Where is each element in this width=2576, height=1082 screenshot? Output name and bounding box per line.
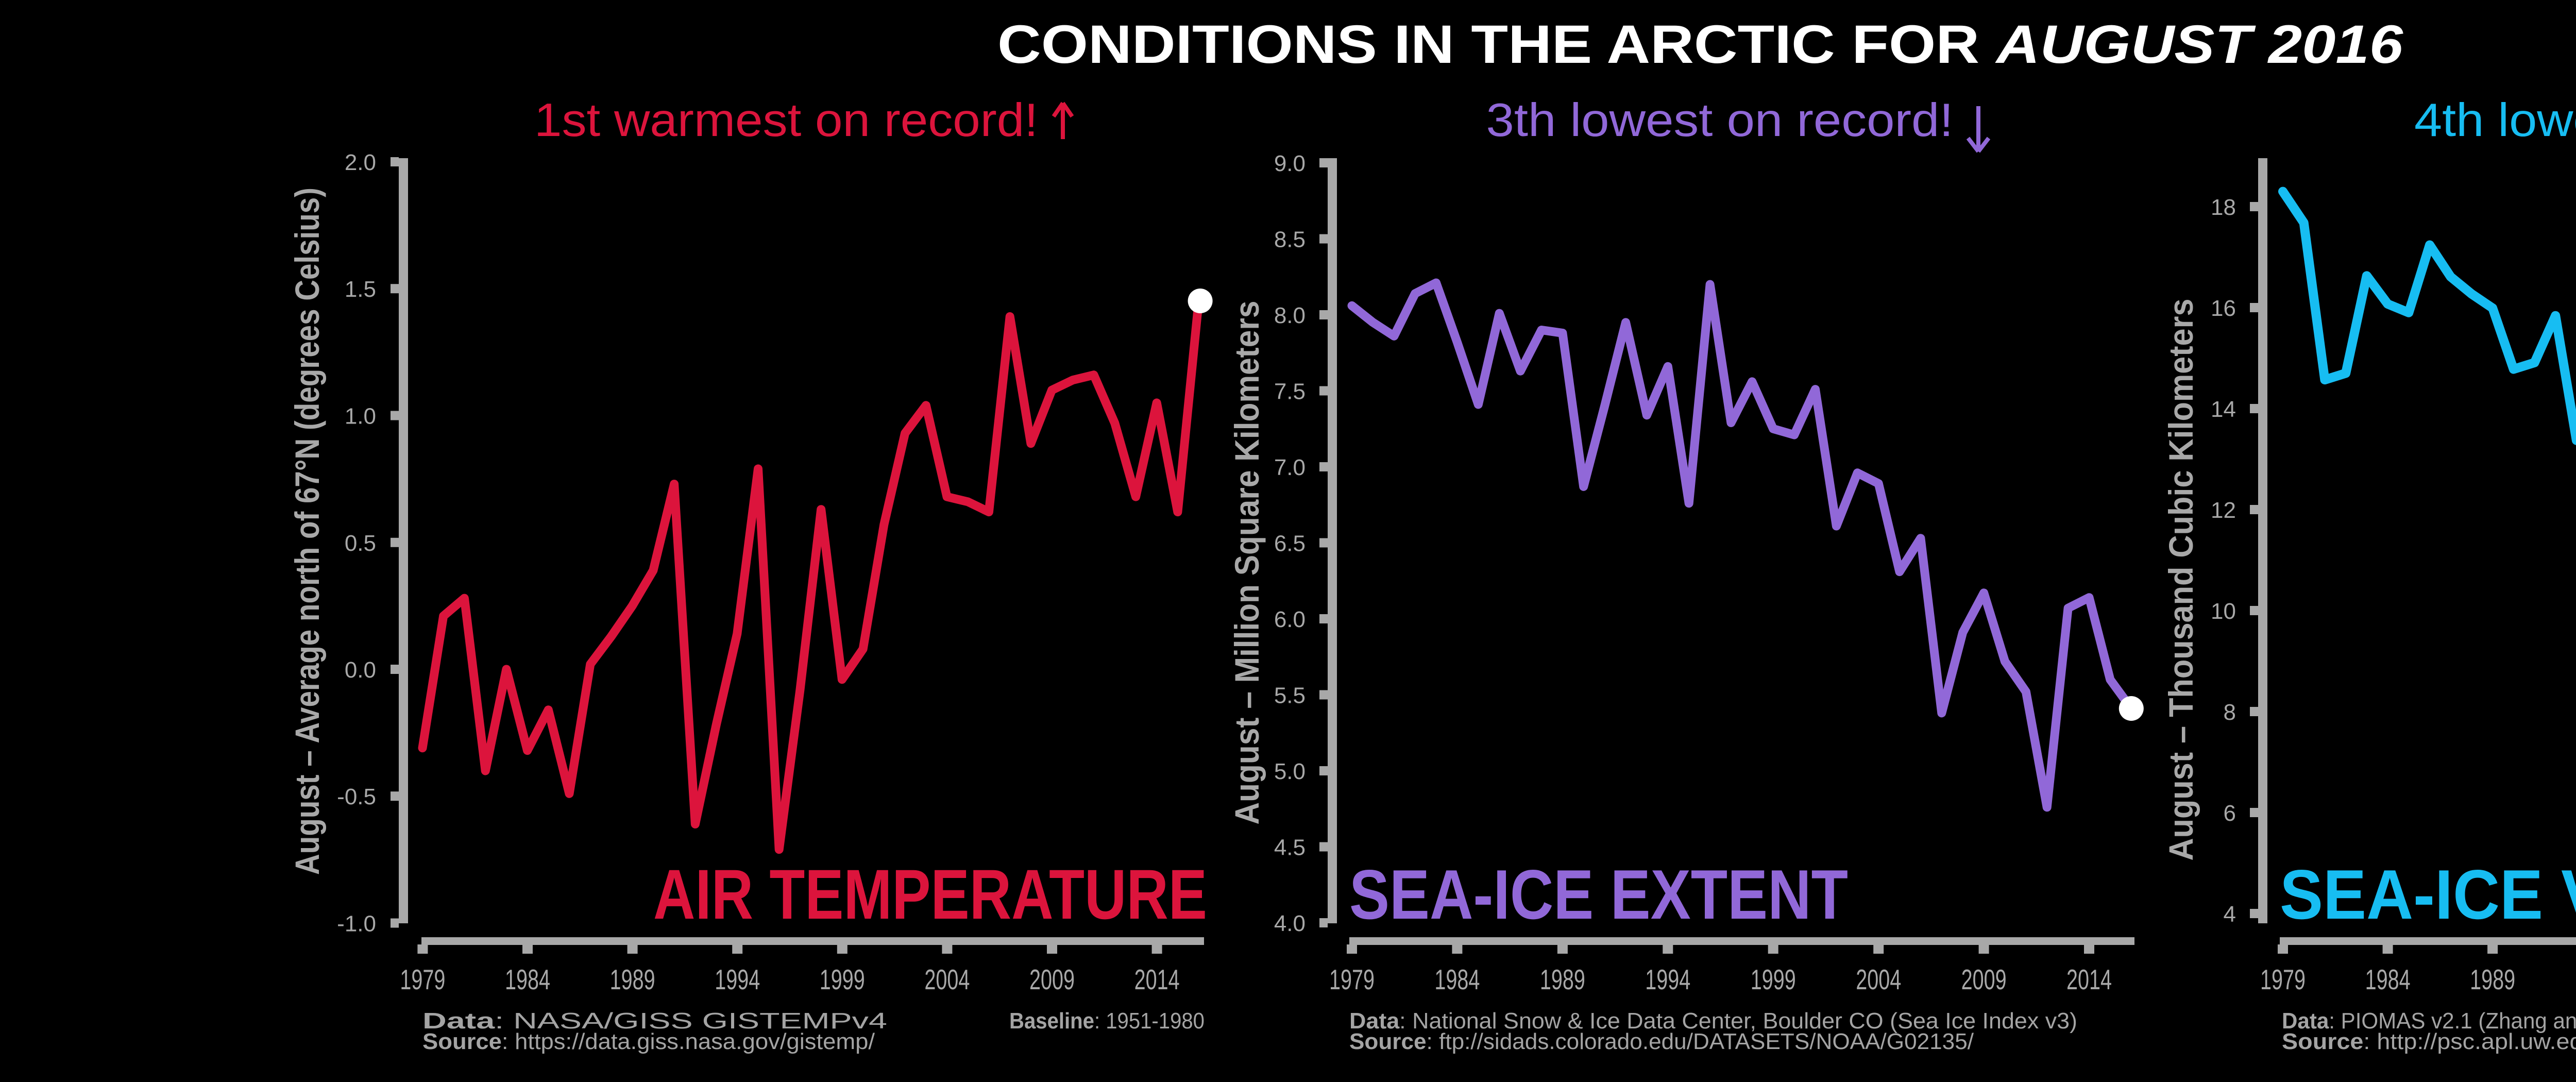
svg-text:2014: 2014 (1134, 963, 1180, 995)
svg-text:1.5: 1.5 (345, 277, 376, 302)
svg-text:8.5: 8.5 (1274, 227, 1306, 252)
svg-text:August – Million Square Kilome: August – Million Square Kilometers (1228, 301, 1266, 825)
svg-text:1989: 1989 (2470, 963, 2515, 995)
svg-text:1979: 1979 (400, 963, 445, 995)
svg-text:SEA-ICE EXTENT: SEA-ICE EXTENT (1349, 855, 1848, 934)
svg-text:SEA-ICE VOLUME: SEA-ICE VOLUME (2280, 855, 2576, 934)
svg-text:Source: https://data.giss.nasa: Source: https://data.giss.nasa.gov/giste… (422, 1029, 875, 1054)
svg-text:-1.0: -1.0 (337, 911, 376, 937)
svg-text:Data: NASA/GISS GISTEMPv4: Data: NASA/GISS GISTEMPv4 (422, 1008, 887, 1034)
svg-text:16: 16 (2211, 296, 2236, 321)
svg-text:1999: 1999 (1751, 963, 1796, 995)
svg-text:8: 8 (2224, 700, 2236, 725)
svg-text:1999: 1999 (820, 963, 865, 995)
svg-text:2009: 2009 (1961, 963, 2007, 995)
svg-text:4.5: 4.5 (1274, 835, 1306, 860)
svg-text:1984: 1984 (1434, 963, 1480, 995)
svg-text:1984: 1984 (2365, 963, 2411, 995)
svg-text:0.5: 0.5 (345, 531, 376, 556)
svg-text:1984: 1984 (505, 963, 550, 995)
svg-text:1994: 1994 (2575, 963, 2576, 995)
svg-text:2.0: 2.0 (345, 150, 376, 175)
svg-text:2014: 2014 (2066, 963, 2112, 995)
svg-text:1979: 1979 (2260, 963, 2306, 995)
svg-text:Source: ftp://sidads.colorado.: Source: ftp://sidads.colorado.edu/DATASE… (1349, 1029, 1974, 1054)
svg-text:1994: 1994 (715, 963, 760, 995)
svg-text:4: 4 (2224, 902, 2236, 927)
svg-text:9.0: 9.0 (1274, 151, 1306, 176)
svg-text:7.0: 7.0 (1274, 455, 1306, 480)
svg-text:8.0: 8.0 (1274, 303, 1306, 328)
svg-text:4.0: 4.0 (1274, 911, 1306, 936)
svg-text:AIR TEMPERATURE: AIR TEMPERATURE (653, 855, 1207, 934)
svg-text:4th lowest on record!: 4th lowest on record! (2414, 94, 2576, 146)
svg-text:1979: 1979 (1329, 963, 1375, 995)
svg-text:Data: National Snow & Ice Data: Data: National Snow & Ice Data Center, B… (1349, 1008, 2077, 1034)
svg-text:2004: 2004 (1856, 963, 1901, 995)
svg-text:August – Thousand Cubic Kilome: August – Thousand Cubic Kilometers (2162, 299, 2200, 861)
svg-text:Data: PIOMAS v2.1 (Zhang and R: Data: PIOMAS v2.1 (Zhang and Rothrock, 2… (2282, 1008, 2576, 1034)
svg-text:12: 12 (2211, 498, 2236, 523)
svg-text:2004: 2004 (924, 963, 970, 995)
svg-text:6.0: 6.0 (1274, 607, 1306, 632)
svg-text:1994: 1994 (1645, 963, 1690, 995)
svg-text:6: 6 (2224, 801, 2236, 826)
svg-text:7.5: 7.5 (1274, 379, 1306, 404)
svg-text:1989: 1989 (610, 963, 655, 995)
svg-text:18: 18 (2211, 195, 2236, 220)
svg-text:Source: http://psc.apl.uw.edu/: Source: http://psc.apl.uw.edu/research/p… (2282, 1029, 2576, 1054)
svg-text:3th lowest on record!: 3th lowest on record! (1486, 94, 1954, 146)
svg-text:0.0: 0.0 (345, 657, 376, 683)
svg-text:1989: 1989 (1540, 963, 1585, 995)
svg-text:Baseline: 1951-1980: Baseline: 1951-1980 (1009, 1008, 1205, 1034)
svg-text:10: 10 (2211, 599, 2236, 624)
svg-text:August – Average north of 67°N: August – Average north of 67°N (degrees … (288, 188, 326, 875)
svg-text:1.0: 1.0 (345, 404, 376, 429)
svg-text:6.5: 6.5 (1274, 531, 1306, 556)
svg-text:5.5: 5.5 (1274, 683, 1306, 708)
svg-text:5.0: 5.0 (1274, 759, 1306, 784)
svg-text:2009: 2009 (1029, 963, 1075, 995)
svg-text:-0.5: -0.5 (337, 784, 376, 809)
svg-text:CONDITIONS IN THE ARCTIC FOR A: CONDITIONS IN THE ARCTIC FOR AUGUST 2016 (997, 14, 2403, 75)
svg-text:14: 14 (2211, 397, 2236, 422)
svg-text:1st warmest on record!: 1st warmest on record! (534, 94, 1038, 146)
